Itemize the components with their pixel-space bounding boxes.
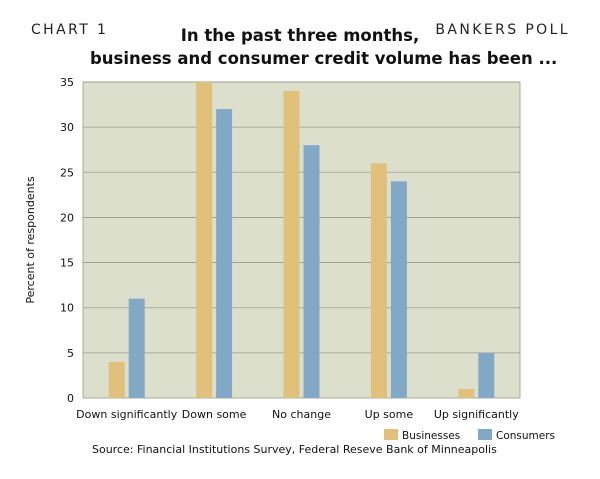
- legend-swatch-consumers: [478, 429, 492, 440]
- bar-businesses-1: [108, 361, 125, 398]
- y-tick-label: 0: [67, 392, 74, 405]
- bar-businesses-4: [370, 163, 387, 398]
- y-tick-label: 35: [60, 76, 74, 89]
- x-tick-label: Up significantly: [434, 408, 519, 421]
- y-tick-label: 10: [60, 302, 74, 315]
- y-tick-label: 5: [67, 347, 74, 360]
- poll-label: BANKERS POLL: [435, 22, 570, 38]
- y-axis-label: Percent of respondents: [24, 176, 37, 303]
- x-tick-label: Down significantly: [76, 408, 178, 421]
- x-tick-label: Down some: [182, 408, 247, 421]
- chart-title: In the past three months, business and c…: [90, 24, 558, 70]
- source-note: Source: Financial Institutions Survey, F…: [92, 443, 497, 456]
- chart-title-line-2: business and consumer credit volume has …: [90, 49, 558, 68]
- chart-title-line-1: In the past three months,: [180, 26, 420, 45]
- plot-area: [83, 82, 520, 398]
- bar-consumers-3: [303, 145, 320, 398]
- y-tick-label: 15: [60, 257, 74, 270]
- y-tick-label: 20: [60, 211, 74, 224]
- legend-label-consumers: Consumers: [496, 430, 555, 442]
- x-tick-label: No change: [272, 408, 331, 421]
- y-tick-label: 30: [60, 121, 74, 134]
- legend-label-businesses: Businesses: [402, 430, 460, 442]
- bar-consumers-1: [128, 298, 145, 398]
- bar-consumers-2: [216, 109, 233, 398]
- plot-frame: [82, 81, 521, 399]
- bar-businesses-2: [196, 82, 213, 398]
- legend-swatch-businesses: [384, 429, 398, 440]
- y-tick-label: 25: [60, 166, 74, 179]
- bar-businesses-5: [458, 388, 475, 398]
- bar-businesses-3: [283, 91, 300, 399]
- bar-consumers-5: [478, 352, 495, 398]
- chart-number: CHART 1: [31, 22, 109, 38]
- bar-consumers-4: [390, 181, 407, 398]
- x-tick-label: Up some: [365, 408, 414, 421]
